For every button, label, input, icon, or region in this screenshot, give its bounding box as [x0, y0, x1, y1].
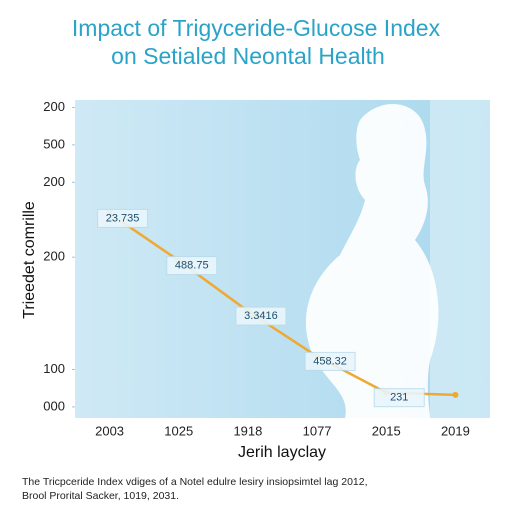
data-label: 488.75 [175, 259, 209, 271]
x-tick-label: 2015 [372, 423, 401, 438]
y-tick-label: 500 [43, 136, 65, 151]
footnote: The Tricpceride Index vdiges of a Notel … [22, 476, 368, 488]
y-tick-label: 200 [43, 174, 65, 189]
footnote: Brool Prorital Sacker, 1019, 2031. [22, 490, 179, 502]
data-label: 3.3416 [244, 310, 278, 322]
x-axis-label: Jerih layclay [238, 444, 326, 461]
y-tick-label: 200 [43, 249, 65, 264]
y-tick-label: 000 [43, 398, 65, 413]
silhouette [305, 103, 439, 419]
label-box [166, 256, 218, 276]
chart-subtitle: on Setialed Neontal Health [111, 43, 385, 69]
point [452, 391, 459, 398]
x-tick-label: 2003 [95, 423, 124, 438]
x-tick-label: 1077 [303, 423, 332, 438]
label-box [235, 306, 287, 326]
data-label: 231 [390, 392, 408, 404]
y-tick-label: 200 [43, 99, 65, 114]
data-label: 458.32 [313, 355, 347, 367]
label-box [97, 208, 149, 228]
label-box [373, 388, 425, 408]
x-tick-label: 1025 [164, 423, 193, 438]
chart-title: Impact of Trigyceride-Glucose Index [72, 15, 441, 41]
y-axis-label: Trieedet comrille [21, 201, 38, 319]
label-box [304, 351, 356, 371]
x-tick-label: 2019 [441, 423, 470, 438]
x-tick-label: 1918 [233, 423, 262, 438]
data-label: 23.735 [106, 212, 140, 224]
y-tick-label: 100 [43, 361, 65, 376]
panel [430, 100, 490, 418]
